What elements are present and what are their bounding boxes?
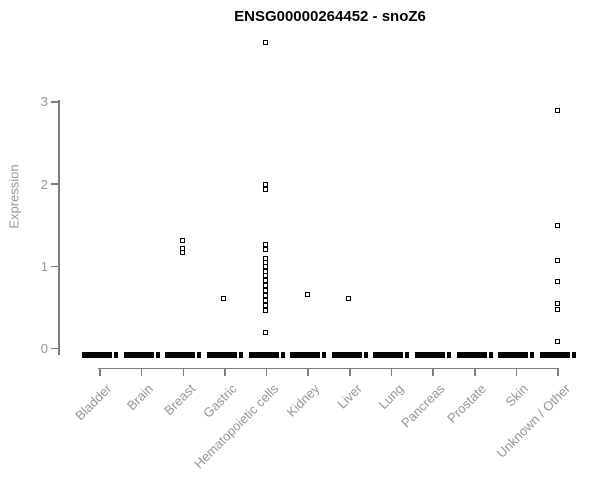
zero-cluster-bar — [82, 351, 112, 358]
x-category-label: Brain — [124, 381, 157, 414]
x-category-label: Gastric — [199, 381, 240, 421]
x-axis-tick — [432, 368, 434, 376]
zero-cluster-bar — [540, 351, 571, 358]
x-axis-tick — [99, 368, 101, 376]
x-category-label: Pancreas — [398, 381, 448, 431]
x-category-label: Bladder — [72, 381, 115, 424]
data-point — [221, 295, 227, 301]
data-point — [554, 339, 560, 345]
zero-cluster-bar — [331, 351, 362, 358]
x-axis-tick — [224, 368, 226, 376]
y-tick-label: 3 — [40, 94, 48, 110]
y-tick-label: 1 — [40, 258, 48, 274]
data-point — [554, 306, 560, 312]
y-axis-tick — [50, 183, 58, 185]
x-category-label: Unknown / Other — [493, 381, 573, 461]
zero-cluster-bar-end — [572, 351, 577, 358]
data-point — [263, 303, 269, 309]
data-point — [263, 277, 269, 283]
y-axis-line — [58, 100, 60, 355]
data-point — [263, 308, 269, 314]
zero-cluster-bar — [290, 351, 321, 358]
data-point — [554, 222, 560, 228]
data-point — [263, 263, 269, 269]
data-point — [179, 238, 185, 244]
y-axis-tick — [50, 101, 58, 103]
data-point — [263, 329, 269, 335]
x-axis-tick — [182, 368, 185, 376]
data-point — [263, 292, 269, 298]
chart-title: ENSG00000264452 - snoZ6 — [234, 8, 426, 25]
zero-cluster-bar-end — [197, 351, 202, 358]
data-point — [263, 287, 269, 293]
data-point — [554, 279, 560, 285]
x-category-label: Breast — [160, 381, 198, 419]
data-point — [346, 295, 352, 301]
zero-cluster-bar — [415, 351, 446, 358]
y-axis-tick — [50, 347, 58, 350]
data-point — [263, 272, 269, 278]
x-axis-line — [98, 367, 559, 369]
data-point — [263, 181, 269, 187]
zero-cluster-bar-end — [238, 351, 243, 358]
y-tick-label: 0 — [40, 341, 48, 356]
data-point — [263, 186, 269, 192]
x-axis-tick — [140, 368, 143, 376]
zero-cluster-bar-end — [280, 351, 285, 358]
x-axis-tick — [349, 368, 351, 376]
y-axis-label: Expression — [6, 164, 22, 229]
x-category-label: Kidney — [284, 381, 323, 420]
data-point — [263, 282, 269, 288]
zero-cluster-bar — [123, 351, 154, 358]
x-axis-tick — [307, 368, 309, 376]
zero-cluster-bar-end — [363, 351, 368, 358]
zero-cluster-bar-end — [155, 351, 160, 358]
zero-cluster-bar-end — [405, 351, 410, 358]
zero-cluster-bar-end — [447, 351, 452, 358]
data-point — [554, 258, 560, 264]
x-axis-tick — [557, 368, 559, 376]
zero-cluster-bar — [206, 351, 237, 358]
data-point — [263, 242, 269, 248]
zero-cluster-bar-end — [114, 351, 118, 358]
zero-cluster-bar-end — [322, 351, 327, 358]
y-axis-tick — [50, 265, 58, 268]
x-category-label: Skin — [502, 381, 532, 410]
zero-cluster-bar — [373, 351, 404, 358]
data-point — [554, 107, 560, 113]
zero-cluster-bar — [248, 351, 279, 358]
zero-cluster-bar-end — [530, 351, 535, 358]
data-point — [263, 298, 269, 304]
data-point — [554, 300, 560, 306]
x-axis-tick — [474, 368, 476, 376]
zero-cluster-bar-end — [488, 351, 493, 358]
zero-cluster-bar — [456, 351, 487, 358]
x-axis-tick — [390, 368, 393, 376]
x-category-label: Lung — [375, 381, 407, 413]
x-axis-tick — [265, 368, 268, 376]
zero-cluster-bar — [498, 351, 529, 358]
data-point — [263, 40, 269, 46]
data-point — [263, 247, 269, 253]
x-category-label: Liver — [333, 381, 365, 412]
data-point — [304, 291, 310, 297]
y-tick-label: 2 — [40, 176, 48, 192]
data-point — [179, 249, 185, 255]
x-axis-tick — [515, 368, 518, 376]
zero-cluster-bar — [165, 351, 196, 358]
x-category-label: Prostate — [444, 381, 490, 426]
